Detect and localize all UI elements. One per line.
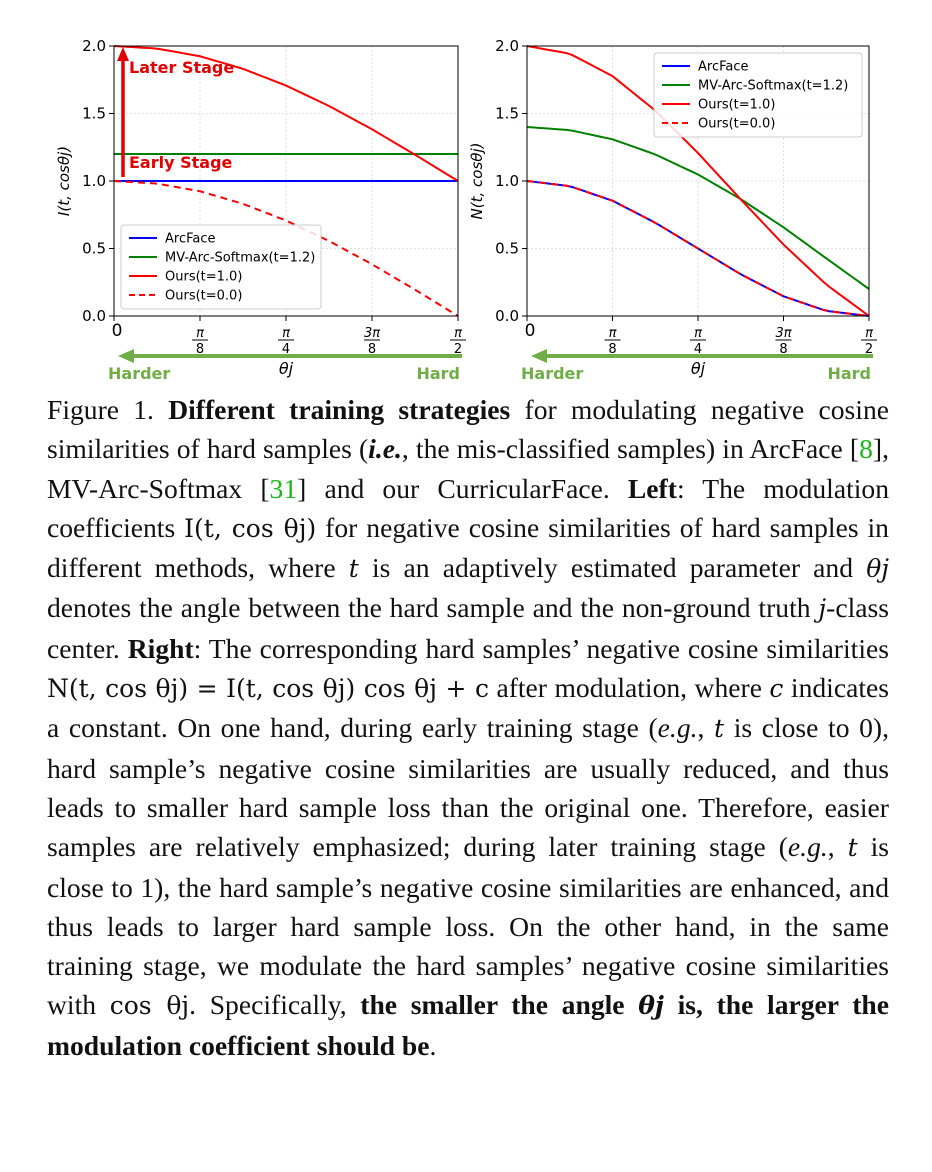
- citation-link[interactable]: 31: [269, 472, 298, 504]
- series-line: [526, 126, 870, 290]
- caption-text: .: [429, 1029, 437, 1061]
- difficulty-arrow-head: [531, 349, 547, 363]
- caption-text: is close to 0), hard sample’s negative c…: [47, 712, 889, 863]
- caption-label: Figure 1.: [47, 394, 154, 425]
- series-line: [526, 45, 870, 317]
- math-I: I(t, cos θj): [184, 513, 317, 543]
- legend-box: [653, 52, 863, 138]
- caption-text: . Specifically,: [189, 989, 361, 1021]
- caption-eg: e.g.: [657, 712, 698, 744]
- x-tick-label: 8: [196, 342, 204, 357]
- series-line: [526, 180, 870, 317]
- x-tick-label: 8: [368, 342, 376, 357]
- math-theta: θj: [866, 554, 889, 584]
- hard-label: Hard: [827, 364, 871, 380]
- y-axis-label: N(t, cosθj): [468, 143, 486, 220]
- x-tick-label: π: [865, 326, 873, 341]
- citation-link[interactable]: 8: [859, 433, 873, 465]
- y-tick-label: 1.0: [82, 172, 106, 190]
- legend-entry: Ours(t=1.0): [698, 98, 775, 113]
- harder-label: Harder: [108, 364, 170, 380]
- x-tick-label: π: [196, 326, 204, 341]
- caption-text: is close to 1), the hard sample’s negati…: [47, 831, 889, 1021]
- x-tick-label: 8: [779, 342, 787, 357]
- figure-caption: Figure 1. Different training strategies …: [47, 390, 889, 1065]
- math-t: t: [714, 714, 725, 744]
- math-t: t: [348, 554, 359, 584]
- caption-text: -class center.: [47, 592, 889, 664]
- caption-text: ], MV-Arc-Softmax [: [47, 433, 889, 504]
- x-tick-label: π: [609, 326, 617, 341]
- math-cos: cos θj: [109, 991, 190, 1021]
- legend-entry: MV-Arc-Softmax(t=1.2): [698, 79, 848, 94]
- caption-text: for negative cosine similarities of hard…: [47, 511, 889, 584]
- x-axis-label: θj: [691, 359, 706, 378]
- x-tick-label: π: [454, 326, 462, 341]
- x-tick-label: π: [282, 326, 290, 341]
- math-theta: θj: [638, 991, 664, 1021]
- x-tick-label: 2: [454, 342, 462, 357]
- math-N: N(t, cos θj) = I(t, cos θj) cos θj + c: [47, 674, 489, 704]
- caption-text: ] and our CurricularFace.: [297, 472, 628, 504]
- legend-entry: ArcFace: [165, 232, 216, 247]
- caption-eg: e.g.: [787, 831, 828, 863]
- hard-label: Hard: [416, 364, 460, 380]
- caption-left-label: Left: [627, 472, 677, 504]
- series-line: [113, 45, 459, 182]
- caption-text: , the mis-classified samples) in ArcFace…: [401, 433, 860, 465]
- x-tick-label: 3π: [775, 326, 791, 341]
- y-tick-label: 1.0: [495, 172, 519, 190]
- stage-arrow-head: [117, 47, 129, 61]
- y-tick-label: 0.0: [82, 307, 106, 325]
- x-tick-label: 0: [525, 321, 536, 341]
- y-axis-label: I(t, cosθj): [55, 146, 73, 216]
- caption-text: ,: [827, 831, 848, 863]
- x-tick-label: 3π: [364, 326, 380, 341]
- x-axis-label: θj: [279, 359, 294, 378]
- legend-entry: ArcFace: [698, 60, 749, 75]
- legend-box: [120, 224, 322, 310]
- legend-entry: Ours(t=1.0): [165, 270, 242, 285]
- caption-ie: i.e.: [368, 433, 402, 465]
- legend-entry: Ours(t=0.0): [698, 117, 775, 132]
- math-t: t: [847, 833, 858, 863]
- caption-text: : The corresponding hard samples’ negati…: [193, 632, 889, 664]
- x-tick-label: 4: [694, 342, 702, 357]
- x-tick-label: 8: [608, 342, 616, 357]
- math-j: j: [818, 594, 827, 624]
- caption-text: denotes the angle between the hard sampl…: [47, 592, 819, 624]
- early-stage-label: Early Stage: [129, 153, 233, 172]
- caption-conclusion: the smaller the angle: [360, 989, 639, 1021]
- caption-text: ,: [697, 712, 715, 744]
- caption-title: Different training strategies: [168, 394, 511, 425]
- caption-text: : The modulation coefficients: [47, 472, 889, 543]
- y-tick-label: 1.5: [82, 105, 106, 123]
- caption-conclusion: is, the larger the modulation coefficien…: [47, 989, 889, 1061]
- difficulty-arrow-head: [118, 349, 134, 363]
- y-tick-label: 0.5: [495, 240, 519, 258]
- y-tick-label: 2.0: [495, 37, 519, 55]
- caption-text: indicates a constant. On one hand, durin…: [47, 672, 889, 744]
- math-c: c: [769, 674, 784, 704]
- y-tick-label: 0.0: [495, 307, 519, 325]
- caption-right-label: Right: [127, 632, 194, 664]
- y-tick-label: 1.5: [495, 105, 519, 123]
- y-tick-label: 2.0: [82, 37, 106, 55]
- x-tick-label: 2: [865, 342, 873, 357]
- harder-label: Harder: [521, 364, 583, 380]
- x-tick-label: 4: [282, 342, 290, 357]
- caption-text: after modulation, where: [488, 672, 770, 704]
- x-tick-label: π: [694, 326, 702, 341]
- y-tick-label: 0.5: [82, 240, 106, 258]
- x-tick-label: 0: [112, 321, 123, 341]
- legend-entry: MV-Arc-Softmax(t=1.2): [165, 251, 315, 266]
- caption-text: is an adaptively estimated parameter and: [358, 552, 867, 584]
- later-stage-label: Later Stage: [129, 58, 234, 77]
- caption-text: for modulating negative cosine similarit…: [47, 394, 889, 465]
- legend-entry: Ours(t=0.0): [165, 289, 242, 304]
